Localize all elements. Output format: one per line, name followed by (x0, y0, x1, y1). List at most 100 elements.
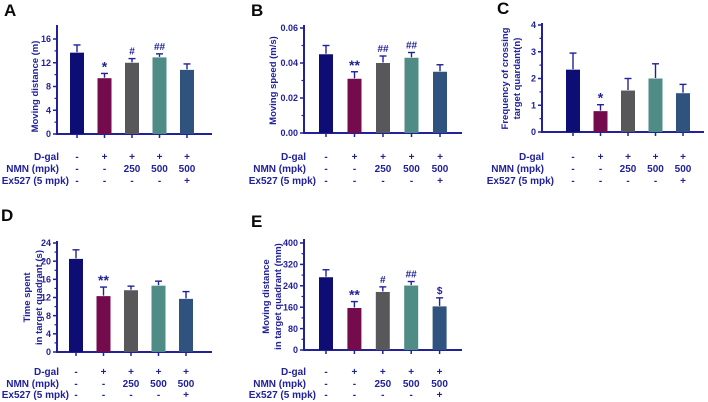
significance-marker: ## (377, 44, 389, 55)
dose-row-value: + (680, 152, 686, 163)
dose-row-value: - (324, 152, 327, 163)
dose-row-value: 500 (647, 164, 664, 175)
bar (179, 298, 193, 352)
dose-row-label: D-gal (519, 152, 544, 163)
dose-row-value: - (571, 164, 574, 175)
dose-row-value: 250 (123, 379, 140, 390)
y-axis-title: in target quadrant (mm) (273, 243, 284, 350)
dose-row-value: + (598, 152, 604, 163)
dose-row-value: + (625, 152, 631, 163)
dose-row-label: D-gal (281, 367, 306, 378)
dose-row-label: Ex527 (5 mpk) (2, 176, 69, 187)
bar (376, 63, 390, 133)
dose-row-value: - (102, 379, 105, 390)
dose-row-value: + (380, 367, 386, 378)
y-axis-title: Moving speed (m/s) (268, 36, 279, 125)
bar (70, 52, 84, 134)
dose-row-value: 500 (150, 379, 167, 390)
dose-row-value: - (381, 390, 384, 401)
bar (151, 285, 166, 352)
significance-marker: $ (437, 286, 443, 297)
significance-marker: ## (406, 270, 418, 281)
dose-row-value: + (184, 152, 190, 163)
dose-row-value: + (409, 152, 415, 163)
dose-row-label: NMN (mpk) (6, 379, 59, 390)
dose-row-label: D-gal (281, 152, 306, 163)
dose-row-value: - (410, 390, 413, 401)
bar (375, 291, 390, 350)
y-tick-label: 1 (531, 100, 536, 110)
dose-row-value: - (324, 367, 327, 378)
dose-row-value: + (437, 176, 443, 187)
panel-label-b: B (251, 1, 264, 20)
bar (566, 69, 580, 132)
y-tick-label: 0.00 (280, 128, 298, 138)
dose-row-value: - (103, 164, 106, 175)
dose-row-value: - (103, 176, 106, 187)
y-axis-title: Moving distance (261, 259, 272, 333)
bar (432, 306, 447, 350)
bar (69, 258, 83, 352)
bar (97, 78, 112, 134)
y-tick-label: 160 (283, 302, 298, 312)
significance-marker: # (380, 275, 386, 286)
panel-label-a: A (4, 1, 17, 20)
dose-row-value: - (353, 164, 356, 175)
panel-label-d: D (1, 206, 14, 225)
dose-row-value: + (129, 152, 135, 163)
bar (347, 308, 362, 350)
y-tick-label: 8 (46, 82, 51, 92)
bar (180, 69, 194, 134)
dose-row-value: - (324, 390, 327, 401)
dose-row-value: 500 (403, 379, 420, 390)
dose-row-value: - (75, 152, 78, 163)
y-tick-label: 0 (46, 129, 51, 139)
dose-row-value: - (74, 390, 77, 401)
y-tick-label: 0 (531, 127, 536, 137)
dose-row-value: + (157, 152, 163, 163)
bar (433, 71, 447, 133)
y-tick-label: 4 (46, 105, 51, 115)
dose-row-label: Ex527 (5 mpk) (249, 176, 316, 187)
y-axis-title: Time spent (22, 272, 33, 323)
y-tick-label: 2 (531, 74, 536, 84)
dose-row-value: + (437, 367, 443, 378)
dose-row-label: Ex527 (5 mpk) (2, 390, 69, 401)
significance-marker: ## (154, 42, 166, 53)
dose-row-value: 500 (403, 164, 420, 175)
significance-marker: ** (349, 57, 360, 73)
bar (593, 111, 608, 132)
bar (648, 78, 663, 132)
dose-row-value: - (74, 379, 77, 390)
dose-row-label: NMN (mpk) (491, 164, 544, 175)
dose-row-value: - (353, 176, 356, 187)
dose-row-value: + (437, 152, 443, 163)
dose-row-value: - (324, 164, 327, 175)
y-tick-label: 0 (46, 347, 51, 357)
y-tick-label: 320 (283, 260, 298, 270)
dose-row-label: Ex527 (5 mpk) (249, 390, 316, 401)
bar (404, 57, 419, 133)
bar (676, 93, 690, 132)
y-tick-label: 24 (41, 238, 51, 248)
dose-row-value: + (680, 176, 686, 187)
panel-e-chart: 0 80 160 240 320 400 Moving distance in target … (249, 238, 462, 401)
y-tick-label: 3 (531, 47, 536, 57)
dose-row-value: 250 (375, 164, 392, 175)
y-tick-label: 12 (41, 293, 51, 303)
dose-row-value: - (158, 176, 161, 187)
dose-row-value: - (410, 176, 413, 187)
y-tick-label: 0.06 (280, 23, 298, 33)
dose-row-value: 500 (179, 164, 196, 175)
dose-row-value: + (408, 367, 414, 378)
y-tick-label: 240 (283, 281, 298, 291)
dose-row-value: 250 (124, 164, 141, 175)
significance-marker: # (129, 47, 135, 58)
dose-row-value: - (626, 176, 629, 187)
dose-row-value: + (102, 152, 108, 163)
dose-row-value: - (324, 379, 327, 390)
dose-row-label: NMN (mpk) (6, 164, 59, 175)
y-tick-label: 8 (46, 311, 51, 321)
dose-row-value: - (654, 176, 657, 187)
dose-row-value: - (129, 390, 132, 401)
